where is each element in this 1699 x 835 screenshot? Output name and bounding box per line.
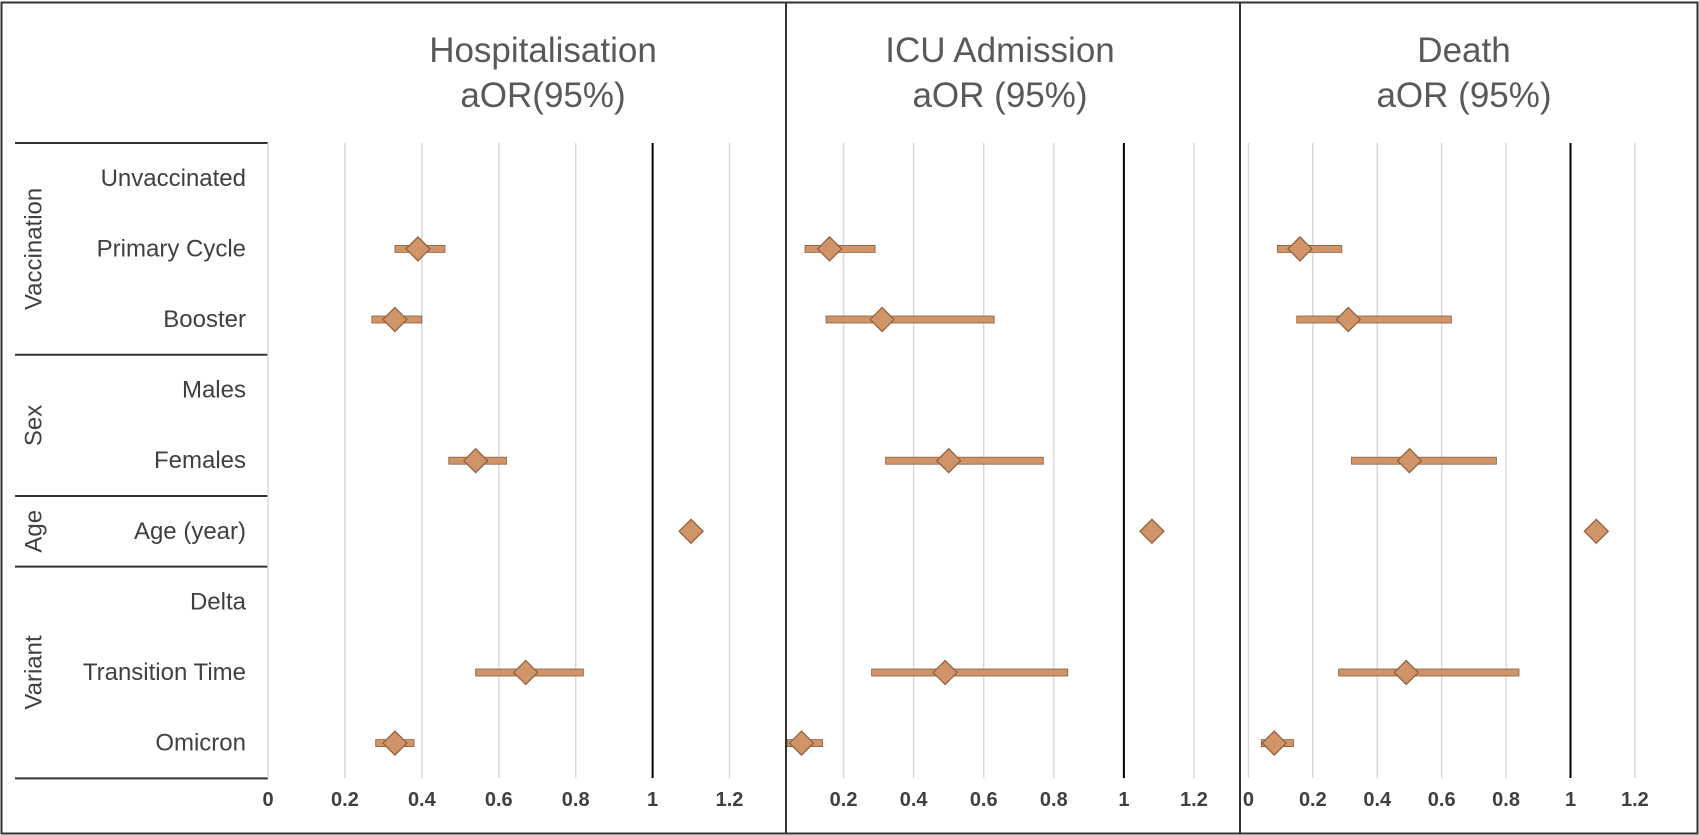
estimate-marker	[932, 659, 959, 686]
estimate-marker	[1287, 236, 1313, 262]
estimate-marker	[1261, 730, 1288, 756]
x-tick-label: 0.6	[970, 789, 998, 811]
x-tick-label: 0	[262, 789, 273, 811]
estimate-marker	[405, 236, 431, 262]
row-label-booster: Booster	[163, 306, 246, 333]
estimate-marker	[1139, 518, 1165, 545]
estimate-marker	[1396, 447, 1423, 474]
row-label-age-year: Age (year)	[134, 518, 246, 545]
panel-3: Death aOR (95%) 0 0.2 0.4 0.6 0.8 1 1.2	[1243, 31, 1649, 811]
forest-panels: Hospitalisation aOR(95%) 0 0.2 0.4 0.6 0.8 1 1.2…	[262, 31, 1648, 811]
x-tick-label: 1.2	[1621, 789, 1649, 811]
panel-subtitle: aOR (95%)	[912, 76, 1087, 115]
estimate-marker	[1393, 659, 1420, 686]
x-tick-label: 0.4	[408, 789, 437, 811]
estimate-marker	[869, 306, 895, 333]
row-labels: Vaccination Unvaccinated Primary Cycle Boos…	[21, 165, 247, 757]
row-label-unvaccinated: Unvaccinated	[101, 165, 246, 192]
ci-bar	[1351, 456, 1497, 465]
row-label-transition-time: Transition Time	[83, 659, 246, 686]
estimate-marker	[1335, 306, 1362, 333]
x-tick-label: 0.8	[1492, 789, 1520, 811]
panel-subtitle: aOR (95%)	[1376, 76, 1551, 115]
panel-title: Hospitalisation	[429, 31, 657, 70]
x-tick-label: 0.4	[900, 789, 929, 811]
estimate-marker	[382, 730, 408, 756]
ci-bar	[825, 315, 995, 324]
x-tick-label: 1.2	[716, 789, 744, 811]
x-tick-label: 0.4	[1363, 789, 1392, 811]
row-label-omicron: Omicron	[155, 730, 246, 757]
x-tick-label: 0.8	[562, 789, 590, 811]
row-label-primary-cycle: Primary Cycle	[97, 235, 246, 262]
row-label-delta: Delta	[190, 588, 247, 615]
x-tick-label: 0.2	[331, 789, 359, 811]
group-label-sex: Sex	[21, 405, 48, 446]
group-label-vaccination: Vaccination	[21, 188, 48, 310]
ci-bar	[1338, 668, 1520, 677]
panel-subtitle: aOR(95%)	[460, 76, 625, 115]
estimate-marker	[788, 730, 815, 756]
row-label-females: Females	[154, 447, 246, 474]
panel-title: ICU Admission	[885, 31, 1115, 70]
x-tick-label: 1.2	[1180, 789, 1208, 811]
x-tick-label: 0.6	[485, 789, 513, 811]
group-label-variant: Variant	[21, 635, 48, 710]
x-tick-label: 0.2	[1299, 789, 1327, 811]
estimate-marker	[462, 447, 489, 474]
x-tick-label: 0	[1243, 789, 1254, 811]
x-tick-label: 1	[1118, 789, 1129, 811]
estimate-marker	[382, 306, 408, 333]
x-tick-label: 1	[1565, 789, 1576, 811]
panel-2: ICU Admission aOR (95%) 0.2 0.4 0.6 0.8 1 1.2	[787, 31, 1208, 811]
x-tick-label: 0.6	[1428, 789, 1456, 811]
estimate-marker	[678, 518, 704, 545]
ci-bar	[1296, 315, 1452, 324]
table-structure	[15, 2, 1241, 833]
estimate-marker	[1583, 518, 1610, 545]
ci-bar	[871, 668, 1069, 677]
estimate-marker	[512, 659, 539, 686]
x-tick-label: 0.2	[830, 789, 858, 811]
x-tick-label: 0.8	[1040, 789, 1068, 811]
row-label-males: Males	[182, 377, 246, 404]
ci-bar	[885, 456, 1044, 465]
panel-title: Death	[1417, 31, 1510, 70]
estimate-marker	[935, 447, 962, 474]
x-tick-label: 1	[647, 789, 658, 811]
estimate-marker	[816, 236, 843, 262]
group-label-age: Age	[21, 510, 48, 553]
panel-1: Hospitalisation aOR(95%) 0 0.2 0.4 0.6 0.8 1 1.2	[262, 31, 743, 811]
